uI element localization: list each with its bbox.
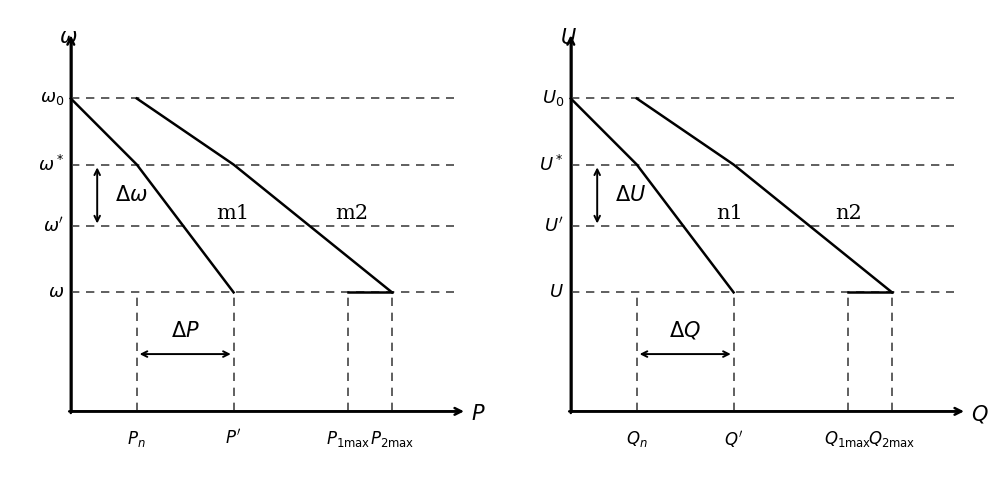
Text: $U$: $U$ xyxy=(560,28,577,48)
Text: $Q_{2\rm max}$: $Q_{2\rm max}$ xyxy=(868,429,916,449)
Text: $Q_{1\rm max}$: $Q_{1\rm max}$ xyxy=(824,429,872,449)
Text: $U'$: $U'$ xyxy=(544,217,564,236)
Text: $P_{1\rm max}$: $P_{1\rm max}$ xyxy=(326,429,370,449)
Text: $P'$: $P'$ xyxy=(225,429,242,448)
Text: $\Delta Q$: $\Delta Q$ xyxy=(669,319,701,341)
Text: $\omega_0$: $\omega_0$ xyxy=(40,90,64,107)
Text: n1: n1 xyxy=(716,204,743,223)
Text: $\Delta\omega$: $\Delta\omega$ xyxy=(115,185,148,205)
Text: $\omega$: $\omega$ xyxy=(48,284,64,301)
Text: $Q'$: $Q'$ xyxy=(724,429,743,450)
Text: $U$: $U$ xyxy=(549,284,564,301)
Text: $\Delta P$: $\Delta P$ xyxy=(171,321,200,341)
Text: $\omega$: $\omega$ xyxy=(59,28,78,47)
Text: $P$: $P$ xyxy=(471,404,486,423)
Text: $\omega^*$: $\omega^*$ xyxy=(38,155,64,175)
Text: $Q$: $Q$ xyxy=(971,402,989,424)
Text: $Q_n$: $Q_n$ xyxy=(626,429,648,449)
Text: n2: n2 xyxy=(835,204,862,223)
Text: $P_n$: $P_n$ xyxy=(127,429,146,449)
Text: $\Delta U$: $\Delta U$ xyxy=(615,185,646,205)
Text: $U_0$: $U_0$ xyxy=(542,89,564,108)
Text: $P_{2\rm max}$: $P_{2\rm max}$ xyxy=(370,429,414,449)
Text: $\omega'$: $\omega'$ xyxy=(43,217,64,236)
Text: m2: m2 xyxy=(335,204,368,223)
Text: $U^*$: $U^*$ xyxy=(539,155,564,175)
Text: m1: m1 xyxy=(216,204,249,223)
